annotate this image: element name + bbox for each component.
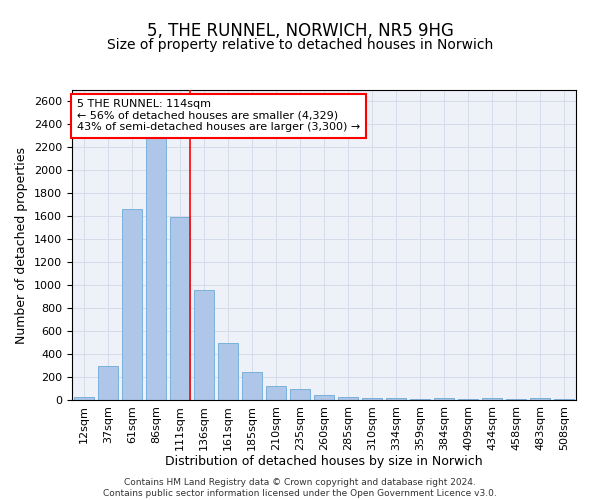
Y-axis label: Number of detached properties: Number of detached properties: [16, 146, 28, 344]
Bar: [530, 398, 550, 400]
Bar: [338, 396, 358, 400]
Bar: [170, 218, 190, 400]
Bar: [146, 137, 166, 400]
Bar: [218, 342, 238, 400]
Bar: [314, 395, 334, 400]
Bar: [122, 210, 142, 400]
Text: Size of property relative to detached houses in Norwich: Size of property relative to detached ho…: [107, 38, 493, 52]
Bar: [74, 397, 94, 400]
Bar: [266, 386, 286, 400]
Text: 5, THE RUNNEL, NORWICH, NR5 9HG: 5, THE RUNNEL, NORWICH, NR5 9HG: [146, 22, 454, 40]
Bar: [434, 398, 454, 400]
Bar: [290, 388, 310, 400]
Bar: [98, 366, 118, 400]
Bar: [410, 399, 430, 400]
Bar: [458, 399, 478, 400]
Bar: [482, 398, 502, 400]
Bar: [362, 398, 382, 400]
Text: 5 THE RUNNEL: 114sqm
← 56% of detached houses are smaller (4,329)
43% of semi-de: 5 THE RUNNEL: 114sqm ← 56% of detached h…: [77, 100, 360, 132]
Bar: [386, 398, 406, 400]
Bar: [242, 372, 262, 400]
Bar: [194, 290, 214, 400]
Text: Contains HM Land Registry data © Crown copyright and database right 2024.
Contai: Contains HM Land Registry data © Crown c…: [103, 478, 497, 498]
X-axis label: Distribution of detached houses by size in Norwich: Distribution of detached houses by size …: [165, 456, 483, 468]
